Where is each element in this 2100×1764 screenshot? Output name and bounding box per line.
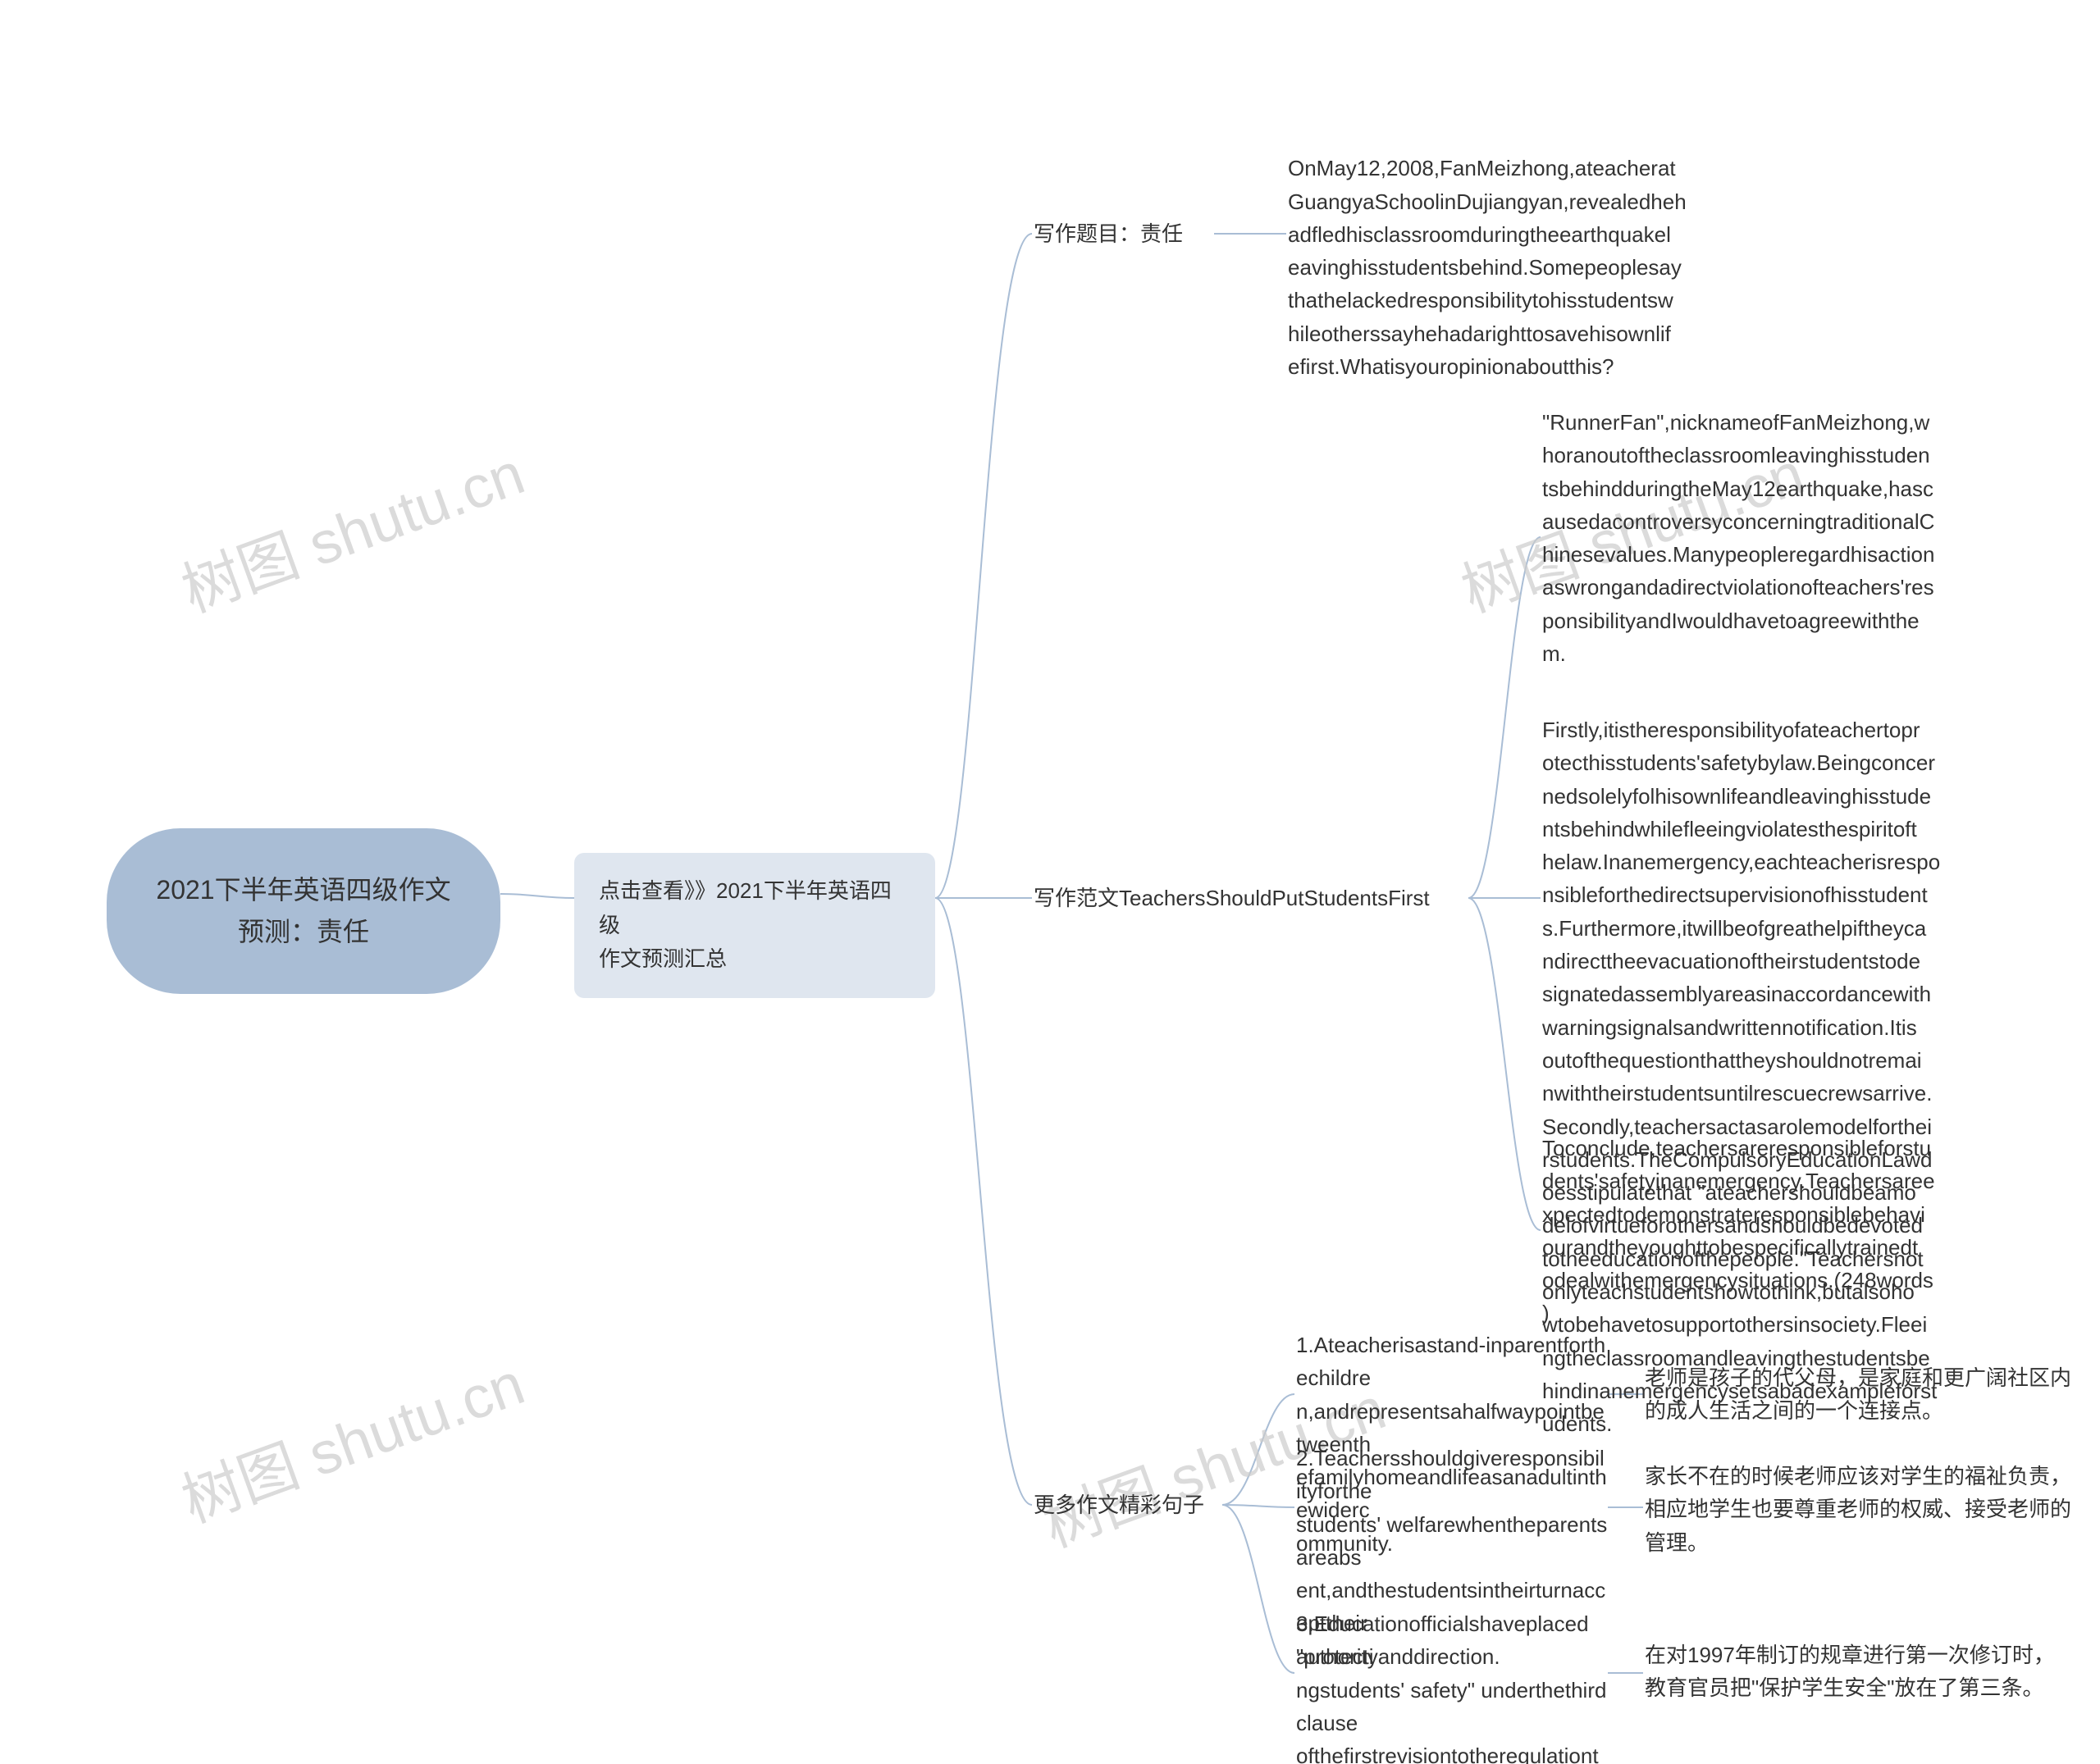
topic-child-text: OnMay12,2008,FanMeizhong,ateacherat Guan… <box>1288 152 1714 383</box>
level2-topic[interactable]: 写作题目：责任 <box>1034 217 1247 250</box>
watermark: 树图 shutu.cn <box>168 1336 534 1539</box>
sample-para-1-text: "RunnerFan",nicknameofFanMeizhong,w hora… <box>1542 406 1969 670</box>
more-zh-2-text: 家长不在的时候老师应该对学生的福祉负责， 相应地学生也要尊重老师的权威、接受老师… <box>1645 1460 2088 1559</box>
mindmap-canvas: 树图 shutu.cn 树图 shutu.cn 树图 shutu.cn 树图 s… <box>0 0 2100 1764</box>
watermark: 树图 shutu.cn <box>168 426 534 629</box>
more-zh-2[interactable]: 家长不在的时候老师应该对学生的福祉负责， 相应地学生也要尊重老师的权威、接受老师… <box>1645 1460 2088 1559</box>
topic-child[interactable]: OnMay12,2008,FanMeizhong,ateacherat Guan… <box>1288 119 1714 417</box>
level2-sample-text: 写作范文TeachersShouldPutStudentsFirst <box>1034 886 1430 910</box>
more-zh-3-text: 在对1997年制订的规章进行第一次修订时， 教育官员把"保护学生安全"放在了第三… <box>1645 1639 2088 1705</box>
sample-para-3[interactable]: Toconclude,teachersareresponsibleforstu … <box>1542 1132 1969 1330</box>
sub1-text: 点击查看》》2021下半年英语四级 作文预测汇总 <box>599 874 911 977</box>
sample-para-1[interactable]: "RunnerFan",nicknameofFanMeizhong,w hora… <box>1542 406 1969 670</box>
level2-topic-text: 写作题目：责任 <box>1034 221 1183 246</box>
more-zh-1-text: 老师是孩子的代父母，是家庭和更广阔社区内 的成人生活之间的一个连接点。 <box>1645 1361 2088 1428</box>
sample-para-3-text: Toconclude,teachersareresponsibleforstu … <box>1542 1132 1969 1330</box>
sub1-node[interactable]: 点击查看》》2021下半年英语四级 作文预测汇总 <box>574 853 935 998</box>
level2-sample[interactable]: 写作范文TeachersShouldPutStudentsFirst <box>1034 882 1493 914</box>
level2-more-text: 更多作文精彩句子 <box>1034 1493 1204 1517</box>
more-en-3[interactable]: 3.Educationofficialshaveplaced "protecti… <box>1296 1607 1608 1764</box>
root-node[interactable]: 2021下半年英语四级作文 预测：责任 <box>107 828 500 994</box>
root-text: 2021下半年英语四级作文 预测：责任 <box>156 869 451 953</box>
level2-more[interactable]: 更多作文精彩句子 <box>1034 1488 1247 1521</box>
more-en-3-text: 3.Educationofficialshaveplaced "protecti… <box>1296 1607 1608 1764</box>
more-zh-1[interactable]: 老师是孩子的代父母，是家庭和更广阔社区内 的成人生活之间的一个连接点。 <box>1645 1361 2088 1428</box>
more-zh-3[interactable]: 在对1997年制订的规章进行第一次修订时， 教育官员把"保护学生安全"放在了第三… <box>1645 1639 2088 1705</box>
